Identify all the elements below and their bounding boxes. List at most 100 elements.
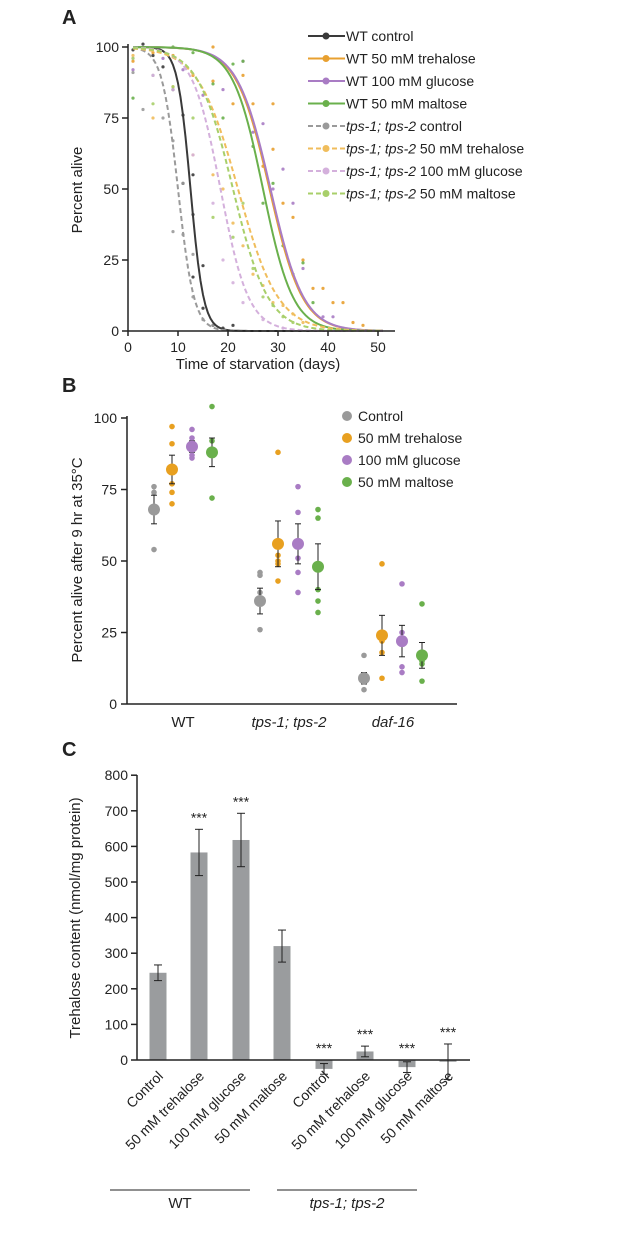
y-tick-label: 600 [105, 838, 129, 854]
chart-c-trehalose-content: Trehalose content (nmol/mg protein)Contr… [67, 767, 470, 1212]
replicate-point [419, 601, 425, 607]
x-category-label: daf-16 [372, 714, 415, 731]
data-point-7 [241, 201, 245, 205]
legend-marker-7 [322, 190, 330, 197]
replicate-point [315, 506, 321, 513]
y-axis-label: Percent alive [69, 147, 86, 234]
replicate-point [315, 515, 321, 521]
data-point-1 [311, 286, 315, 290]
data-point-2 [181, 68, 185, 72]
replicate-point [399, 669, 405, 676]
y-tick-label: 25 [101, 625, 117, 641]
replicate-point [295, 509, 301, 516]
y-tick-label: 50 [101, 553, 117, 569]
y-tick-label: 500 [105, 874, 129, 890]
data-point-6 [191, 153, 195, 157]
replicate-point [295, 589, 301, 596]
data-point-5 [301, 320, 305, 325]
replicate-point [257, 626, 263, 633]
mean-point [358, 672, 370, 685]
data-point-7 [211, 215, 215, 219]
legend-marker-5 [322, 145, 330, 152]
legend-label-4: tps-1; tps-2 control [346, 118, 462, 134]
y-tick-label: 400 [105, 910, 129, 926]
legend-label-2: 100 mM glucose [358, 452, 461, 468]
data-point-1 [211, 45, 215, 49]
data-point-4 [191, 252, 195, 256]
replicate-point [275, 449, 281, 456]
replicate-point [189, 426, 195, 433]
data-point-1 [281, 201, 285, 205]
data-point-1 [331, 301, 335, 305]
x-tick-label: 20 [220, 339, 236, 355]
data-point-4 [131, 70, 135, 75]
data-point-7 [231, 235, 235, 239]
data-point-3 [211, 82, 215, 86]
chart-b-heat-survival: 0 25 50 75 100 WT tps-1; tps-2 daf-16 Percent al… [69, 403, 462, 731]
data-point-7 [251, 266, 255, 271]
x-tick-label: 0 [124, 339, 132, 355]
legend-marker-4 [322, 122, 330, 130]
data-point-5 [211, 173, 215, 177]
y-tick-label: 800 [105, 767, 129, 783]
replicate-point [169, 423, 175, 430]
data-point-0 [201, 264, 205, 268]
legend-marker-0 [342, 411, 352, 421]
chart-a-survival: 0 10 20 30 40 50 0 25 50 75 100 Time of starvation … [69, 28, 524, 373]
mean-point [186, 440, 198, 453]
data-point-4 [161, 116, 165, 120]
x-category-label: tps-1; tps-2 [251, 714, 327, 731]
legend-label-2: WT 100 mM glucose [346, 73, 474, 89]
y-tick-label: 0 [120, 1052, 128, 1068]
data-point-6 [231, 281, 235, 285]
data-point-1 [291, 215, 295, 219]
legend-label-1: 50 mM trehalose [358, 430, 462, 446]
data-point-1 [351, 320, 355, 325]
replicate-point [189, 452, 195, 458]
data-point-3 [241, 59, 245, 63]
replicate-point [379, 561, 385, 567]
data-point-5 [221, 187, 225, 191]
legend-marker-1 [342, 433, 352, 443]
x-tick-label: 10 [170, 339, 186, 355]
y-tick-label: 75 [101, 482, 117, 498]
data-point-2 [161, 56, 165, 60]
survival-curve-3 [132, 46, 383, 332]
data-point-1 [301, 258, 305, 262]
data-point-5 [241, 244, 245, 248]
data-point-1 [251, 102, 255, 106]
replicate-point [295, 483, 301, 490]
bar [273, 946, 291, 1060]
replicate-point [169, 501, 175, 507]
data-point-6 [211, 201, 215, 205]
data-point-1 [131, 59, 135, 63]
data-point-7 [151, 102, 155, 106]
legend-label-5: tps-1; tps-2 50 mM trehalose [346, 141, 524, 157]
data-point-0 [191, 275, 195, 279]
data-point-1 [321, 286, 325, 290]
data-point-1 [241, 73, 245, 77]
replicate-point [361, 652, 367, 659]
significance-marker: *** [399, 1040, 416, 1056]
data-point-0 [191, 173, 195, 177]
data-point-5 [151, 116, 155, 120]
replicate-point [189, 435, 195, 441]
mean-point [376, 629, 388, 642]
data-point-7 [191, 116, 195, 120]
data-point-1 [361, 323, 365, 327]
data-point-0 [201, 306, 205, 310]
panel-label-b: B [62, 375, 76, 397]
data-point-3 [271, 181, 275, 185]
data-point-6 [241, 301, 245, 305]
data-point-6 [221, 258, 225, 262]
data-point-1 [211, 79, 215, 83]
mean-point [292, 537, 304, 550]
data-point-2 [131, 68, 135, 72]
replicate-point [209, 403, 215, 410]
legend-label-6: tps-1; tps-2 100 mM glucose [346, 163, 523, 179]
data-point-3 [131, 96, 135, 100]
data-point-2 [251, 130, 255, 134]
legend-marker-3 [322, 100, 330, 107]
replicate-point [275, 578, 281, 584]
y-tick-label: 700 [105, 803, 129, 819]
